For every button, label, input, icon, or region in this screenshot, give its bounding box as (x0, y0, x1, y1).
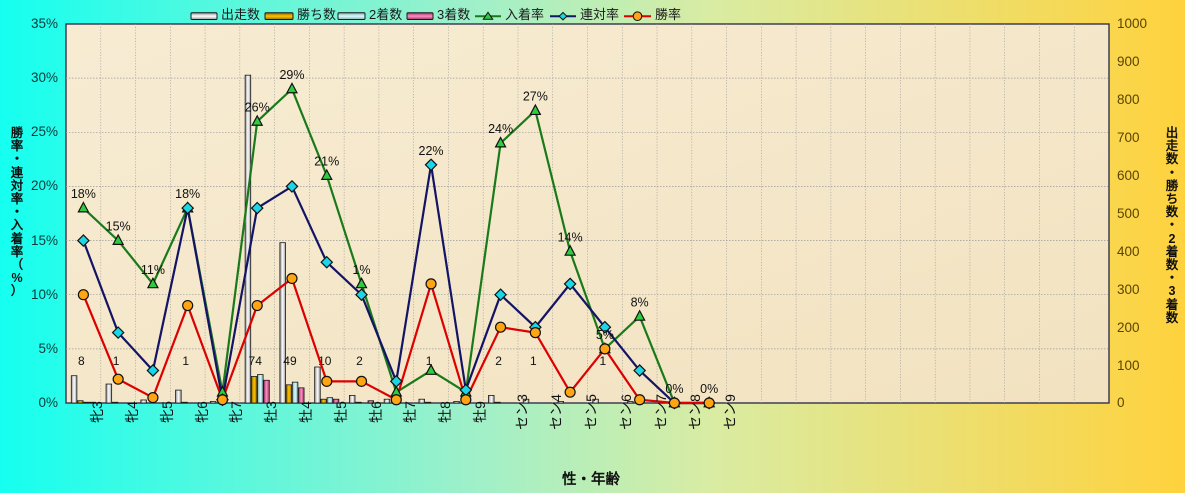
svg-text:1%: 1% (352, 263, 370, 277)
svg-text:1000: 1000 (1117, 16, 1147, 31)
svg-text:11%: 11% (141, 263, 165, 277)
svg-text:1: 1 (182, 354, 189, 368)
svg-text:15%: 15% (31, 233, 58, 248)
svg-text:2: 2 (356, 354, 363, 368)
svg-text:15%: 15% (106, 220, 131, 234)
svg-text:600: 600 (1117, 168, 1140, 183)
svg-text:14%: 14% (558, 230, 583, 244)
svg-text:8: 8 (78, 354, 85, 368)
svg-text:1: 1 (600, 354, 607, 368)
svg-text:18%: 18% (71, 187, 96, 201)
svg-text:5%: 5% (596, 328, 614, 342)
svg-text:400: 400 (1117, 244, 1140, 259)
svg-text:24%: 24% (488, 122, 513, 136)
svg-text:勝ち数: 勝ち数 (297, 7, 336, 22)
svg-text:26%: 26% (245, 100, 270, 114)
svg-text:10%: 10% (31, 287, 58, 302)
svg-text:2: 2 (495, 354, 502, 368)
svg-text:800: 800 (1117, 92, 1140, 107)
svg-text:27%: 27% (523, 90, 548, 104)
svg-text:0: 0 (1117, 395, 1125, 410)
svg-text:35%: 35% (31, 16, 58, 31)
svg-text:22%: 22% (419, 144, 444, 158)
svg-text:8%: 8% (631, 295, 649, 309)
svg-text:21%: 21% (314, 155, 339, 169)
svg-text:100: 100 (1117, 358, 1140, 373)
svg-text:300: 300 (1117, 282, 1140, 297)
svg-text:連対率: 連対率 (580, 7, 619, 22)
svg-text:20%: 20% (31, 178, 58, 193)
svg-text:25%: 25% (31, 124, 58, 139)
svg-text:18%: 18% (175, 187, 200, 201)
svg-text:勝率: 勝率 (655, 7, 681, 22)
svg-text:29%: 29% (279, 68, 304, 82)
svg-text:1: 1 (530, 354, 537, 368)
svg-text:74: 74 (249, 354, 263, 368)
svg-text:900: 900 (1117, 54, 1140, 69)
svg-text:2着数: 2着数 (369, 7, 402, 22)
svg-text:500: 500 (1117, 206, 1140, 221)
svg-text:0%: 0% (38, 395, 58, 410)
svg-text:30%: 30% (31, 70, 58, 85)
svg-text:3着数: 3着数 (437, 7, 470, 22)
svg-text:200: 200 (1117, 320, 1140, 335)
svg-text:入着率: 入着率 (505, 7, 544, 22)
svg-text:700: 700 (1117, 130, 1140, 145)
svg-text:49: 49 (283, 354, 297, 368)
svg-text:出走数: 出走数 (221, 7, 260, 22)
svg-text:5%: 5% (38, 341, 58, 356)
